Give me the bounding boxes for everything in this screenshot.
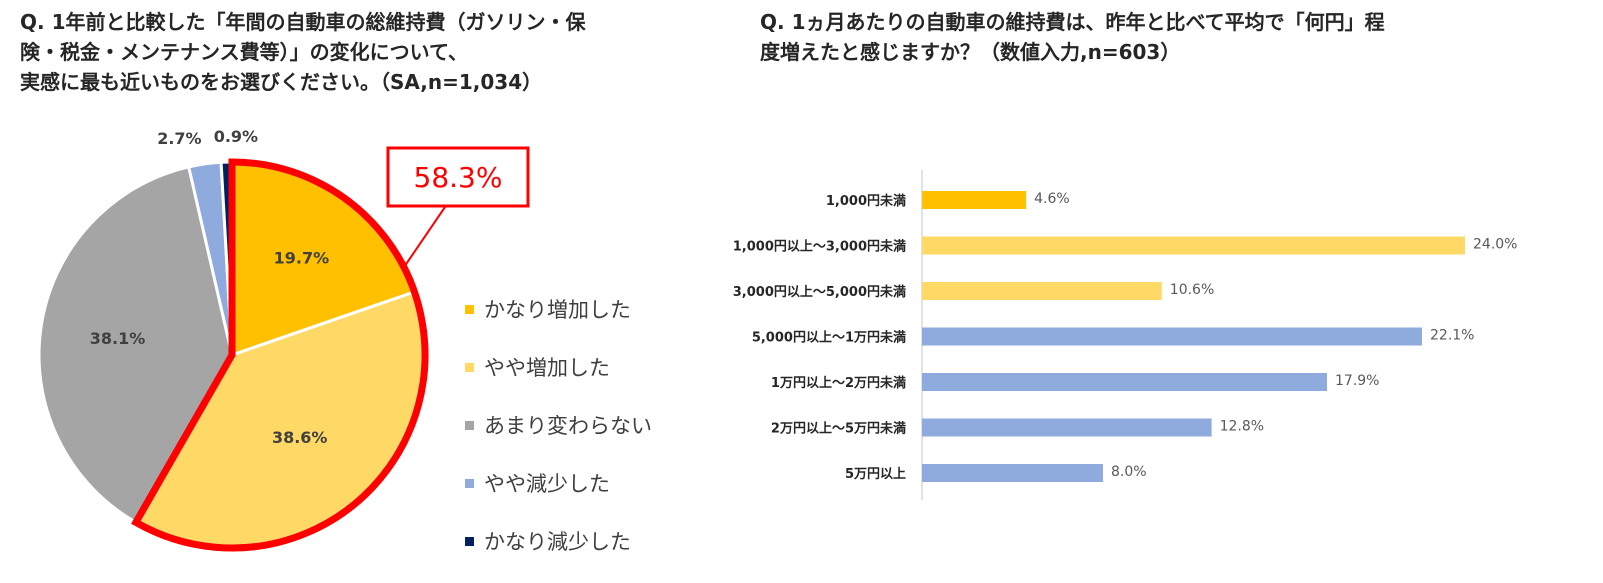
callout-box bbox=[386, 146, 530, 208]
bar bbox=[922, 373, 1327, 391]
legend-label: あまり変わらない bbox=[484, 414, 652, 438]
legend-swatch bbox=[465, 420, 474, 430]
bar-category-label: 1,000円以上～3,000円未満 bbox=[733, 239, 906, 255]
pie-slice-label: 38.1% bbox=[90, 329, 146, 348]
legend-label: やや減少した bbox=[484, 472, 610, 496]
bar bbox=[922, 236, 1465, 255]
bar-value-label: 8.0% bbox=[1111, 464, 1147, 480]
bar-value-label: 22.1% bbox=[1430, 328, 1474, 344]
legend-item: かなり増加した bbox=[465, 280, 652, 338]
pie-slice-label: 0.9% bbox=[214, 127, 258, 146]
pie-slice-label: 19.7% bbox=[274, 249, 330, 268]
pie-chart: 19.7% 38.6% 38.1% 2.7% 0.9% 58.3% bbox=[37, 127, 530, 552]
legend-item: やや増加した bbox=[465, 338, 652, 396]
bar bbox=[922, 282, 1162, 300]
bar bbox=[922, 191, 1027, 209]
bar-category-label: 3,000円以上～5,000円未満 bbox=[733, 284, 906, 300]
bar-value-label: 12.8% bbox=[1220, 419, 1264, 435]
legend-swatch bbox=[465, 478, 474, 488]
legend-swatch bbox=[465, 536, 474, 546]
pie-slice-label: 2.7% bbox=[157, 129, 201, 148]
bar-value-label: 17.9% bbox=[1335, 373, 1379, 389]
legend-swatch bbox=[465, 304, 474, 314]
bar-category-label: 1万円以上～2万円未満 bbox=[771, 375, 906, 391]
bar-category-label: 5万円以上 bbox=[845, 467, 906, 482]
bar-value-label: 24.0% bbox=[1473, 237, 1517, 253]
legend-swatch bbox=[465, 362, 474, 372]
callout-outline bbox=[131, 158, 429, 552]
q2-title: Q. 1ヵ月あたりの自動車の維持費は、昨年と比べて平均で「何円」程 度増えたと感… bbox=[760, 10, 1385, 64]
bar bbox=[922, 327, 1422, 346]
bar bbox=[922, 418, 1212, 437]
bar-value-label: 10.6% bbox=[1170, 282, 1214, 298]
bar-category-label: 1,000円未満 bbox=[826, 193, 906, 209]
pie-legend: かなり増加した やや増加した あまり変わらない やや減少した かなり減少した bbox=[465, 280, 652, 570]
legend-item: やや減少した bbox=[465, 454, 652, 512]
bar-value-label: 4.6% bbox=[1034, 191, 1070, 207]
q1-title: Q. 1年前と比較した「年間の自動車の総維持費（ガソリン・保 険・税金・メンテナ… bbox=[20, 10, 586, 94]
callout-label: 58.3% bbox=[414, 161, 503, 194]
legend-label: かなり減少した bbox=[484, 530, 631, 554]
legend-label: やや増加した bbox=[484, 356, 610, 380]
bar-category-label: 2万円以上～5万円未満 bbox=[771, 421, 906, 437]
pie-slice-label: 38.6% bbox=[272, 428, 328, 447]
legend-item: かなり減少した bbox=[465, 512, 652, 570]
bar bbox=[922, 464, 1103, 482]
bar-chart: 1,000円未満 4.6% 1,000円以上～3,000円未満 24.0% 3,000円… bbox=[733, 170, 1517, 500]
legend-label: かなり増加した bbox=[484, 298, 631, 322]
legend-item: あまり変わらない bbox=[465, 396, 652, 454]
bar-category-label: 5,000円以上～1万円未満 bbox=[752, 330, 906, 346]
